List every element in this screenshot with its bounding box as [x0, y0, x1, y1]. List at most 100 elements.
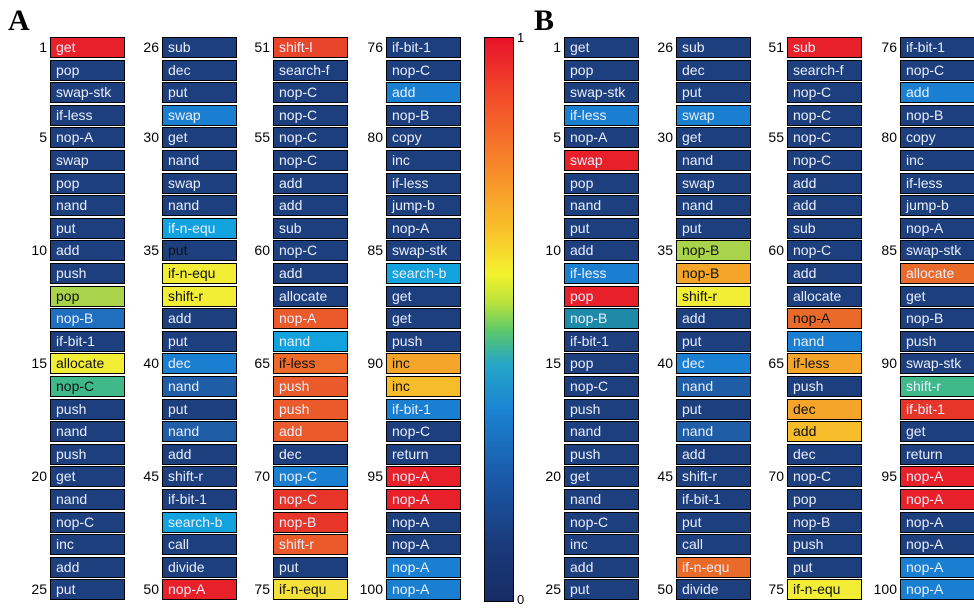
instruction-cell: if-bit-1: [900, 37, 974, 58]
instruction-cell: dec: [787, 398, 862, 420]
instruction-cell: if-less: [564, 104, 639, 126]
instruction-cell: if-bit-1: [386, 37, 461, 58]
instruction-cell: nop-C: [273, 127, 348, 149]
instruction-cell: allocate: [787, 285, 862, 307]
row-number-label: 25: [31, 581, 47, 598]
instruction-cell: dec: [787, 443, 862, 465]
row-number-label: 80: [367, 129, 383, 146]
row-number-label: 55: [768, 129, 784, 146]
instruction-cell: add: [386, 82, 461, 104]
row-number-label: 85: [367, 242, 383, 259]
instruction-cell: push: [564, 398, 639, 420]
row-number-label: 100: [873, 581, 897, 598]
instruction-cell: if-n-equ: [162, 263, 237, 284]
instruction-cell: if-n-equ: [787, 579, 862, 601]
instruction-cell: add: [162, 308, 237, 330]
instruction-cell: nand: [564, 195, 639, 217]
instruction-cell: add: [787, 172, 862, 194]
instruction-cell: nand: [676, 376, 751, 397]
instruction-cell: put: [273, 556, 348, 578]
instruction-cell: put: [676, 511, 751, 533]
instruction-cell: nop-C: [787, 104, 862, 126]
instruction-cell: put: [50, 579, 125, 601]
row-number-label: 5: [39, 129, 47, 146]
row-number-label: 10: [31, 242, 47, 259]
instruction-cell: nop-C: [50, 511, 125, 533]
instruction-cell: return: [386, 443, 461, 465]
instruction-cell: push: [900, 330, 974, 352]
instruction-cell: nop-A: [50, 127, 125, 149]
instruction-cell: nop-A: [386, 466, 461, 488]
instruction-cell: nop-C: [787, 466, 862, 488]
instruction-cell: push: [50, 443, 125, 465]
instruction-cell: inc: [386, 150, 461, 171]
instruction-cell: push: [50, 398, 125, 420]
instruction-cell: push: [273, 376, 348, 397]
instruction-cell: pop: [564, 59, 639, 81]
instruction-cell: nop-A: [787, 308, 862, 330]
instruction-cell: nop-A: [386, 579, 461, 601]
row-number-label: 35: [657, 242, 673, 259]
row-number-label: 70: [768, 468, 784, 485]
instruction-cell: get: [900, 285, 974, 307]
instruction-cell: if-less: [787, 353, 862, 375]
instruction-cell: nand: [162, 150, 237, 171]
row-number-label: 26: [657, 39, 673, 55]
row-number-label: 70: [254, 468, 270, 485]
instruction-cell: swap-stk: [50, 82, 125, 104]
instruction-cell: if-less: [564, 263, 639, 284]
instruction-cell: add: [273, 263, 348, 284]
instruction-cell: swap-stk: [386, 240, 461, 262]
row-number-label: 90: [881, 355, 897, 372]
row-number-label: 95: [367, 468, 383, 485]
instruction-cell: if-bit-1: [386, 398, 461, 420]
instruction-cell: add: [787, 195, 862, 217]
instruction-cell: add: [564, 240, 639, 262]
instruction-cell: sub: [676, 37, 751, 58]
instruction-cell: put: [162, 398, 237, 420]
instruction-cell: allocate: [273, 285, 348, 307]
instruction-cell: nand: [676, 421, 751, 443]
row-number-label: 15: [545, 355, 561, 372]
instruction-cell: nop-C: [564, 511, 639, 533]
instruction-cell: nop-A: [900, 579, 974, 601]
instruction-cell: nop-A: [900, 489, 974, 510]
instruction-cell: copy: [900, 127, 974, 149]
row-number-label: 25: [545, 581, 561, 598]
instruction-cell: dec: [162, 59, 237, 81]
instruction-cell: jump-b: [386, 195, 461, 217]
instruction-cell: if-less: [273, 353, 348, 375]
row-number-label: 75: [254, 581, 270, 598]
instruction-cell: nand: [564, 489, 639, 510]
instruction-cell: nop-C: [386, 59, 461, 81]
instruction-cell: pop: [787, 489, 862, 510]
instruction-cell: return: [900, 443, 974, 465]
instruction-cell: nop-B: [386, 104, 461, 126]
row-number-label: 80: [881, 129, 897, 146]
panel-a-letter: A: [8, 4, 30, 37]
instruction-cell: divide: [676, 579, 751, 601]
row-number-label: 76: [367, 39, 383, 55]
instruction-cell: if-n-equ: [676, 556, 751, 578]
instruction-cell: nop-A: [900, 217, 974, 239]
instruction-cell: shift-l: [273, 37, 348, 58]
instruction-cell: get: [564, 37, 639, 58]
instruction-cell: if-bit-1: [162, 489, 237, 510]
instruction-cell: nand: [564, 421, 639, 443]
instruction-cell: add: [162, 443, 237, 465]
instruction-cell: swap: [162, 104, 237, 126]
instruction-cell: push: [386, 330, 461, 352]
instruction-cell: nop-C: [787, 150, 862, 171]
instruction-cell: shift-r: [676, 466, 751, 488]
row-number-label: 40: [143, 355, 159, 372]
instruction-cell: put: [676, 217, 751, 239]
instruction-cell: inc: [386, 376, 461, 397]
instruction-cell: add: [676, 308, 751, 330]
instruction-cell: inc: [386, 353, 461, 375]
instruction-cell: nop-C: [787, 240, 862, 262]
instruction-cell: nop-A: [564, 127, 639, 149]
instruction-cell: dec: [676, 59, 751, 81]
instruction-cell: nop-B: [676, 263, 751, 284]
row-number-label: 20: [545, 468, 561, 485]
instruction-cell: pop: [50, 59, 125, 81]
